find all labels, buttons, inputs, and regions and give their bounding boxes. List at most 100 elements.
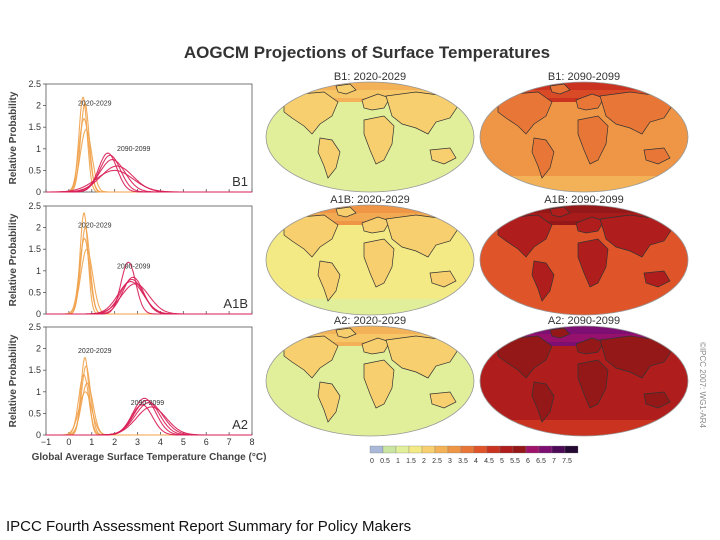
curve-annotation: 2090-2099: [131, 400, 165, 407]
y-axis-label: Relative Probability: [8, 213, 19, 306]
colorbar-tick-label: 6: [526, 458, 530, 465]
scenario-label: A2: [232, 417, 248, 432]
continent-shape: [643, 147, 671, 165]
scenario-label: B1: [232, 174, 248, 189]
map-title: A1B: 2090-2099: [544, 194, 624, 206]
continent-shape: [317, 260, 341, 302]
continent-shape: [577, 359, 609, 409]
y-tick-label: 1.5: [28, 122, 41, 132]
colorbar-swatch: [434, 445, 449, 454]
y-axis-label: Relative Probability: [8, 91, 19, 184]
map-title: A2: 2020-2029: [334, 315, 406, 327]
map-title: A1B: 2020-2029: [330, 194, 410, 206]
arctic-transition: [266, 213, 474, 221]
continent-shape: [429, 147, 457, 165]
y-tick-label: 2.5: [28, 322, 41, 332]
continent-shape: [363, 238, 395, 288]
series-line-2090-2099: [46, 278, 252, 315]
continent-shape: [361, 337, 391, 355]
colorbar-tick-label: 7.5: [562, 458, 572, 465]
continent-shape: [575, 337, 605, 355]
map-outline: [265, 204, 475, 316]
y-tick-label: 1.5: [28, 365, 41, 375]
map-body: [480, 205, 688, 315]
y-tick-label: 2: [36, 101, 41, 111]
map-title: B1: 2090-2099: [548, 71, 620, 83]
x-tick-label: 5: [181, 437, 186, 447]
map-title: B1: 2020-2029: [334, 71, 406, 83]
arctic-transition: [266, 334, 474, 342]
curve-annotation: 2020-2029: [78, 348, 112, 355]
continent-shape: [643, 391, 671, 409]
caption: IPCC Fourth Assessment Report Summary fo…: [6, 518, 412, 535]
map-outline: [479, 325, 689, 437]
y-tick-label: 0: [36, 187, 41, 197]
colorbar-tick-label: 7: [552, 458, 556, 465]
colorbar-tick-label: 0: [370, 458, 374, 465]
y-tick-label: 1: [36, 387, 41, 397]
map-outline: [265, 325, 475, 437]
map-body: [266, 205, 474, 315]
colorbar-swatch: [486, 445, 501, 454]
colorbar-tick-label: 4: [474, 458, 478, 465]
colorbar-tick-label: 4.5: [484, 458, 494, 465]
colorbar-swatch: [551, 445, 566, 454]
colorbar-tick-label: 1.5: [406, 458, 416, 465]
continent-shape: [317, 137, 341, 179]
colorbar-swatch: [473, 445, 488, 454]
colorbar-swatch: [408, 445, 423, 454]
x-tick-label: 2: [112, 437, 117, 447]
credit-text: ©IPCC 2007: WG1-AR4: [698, 342, 707, 428]
curve-annotation: 2020-2029: [78, 101, 112, 108]
x-tick-label: −1: [41, 437, 51, 447]
arctic-transition: [480, 213, 688, 221]
continent-shape: [531, 137, 555, 179]
continent-shape: [531, 260, 555, 302]
map-body: [480, 326, 688, 436]
continent-shape: [549, 83, 571, 95]
dist-panel-a1b: 0 0.5 1 1.5 2 2.5 Relative Probability 2020-202…: [8, 201, 253, 319]
map-body: [266, 326, 474, 436]
y-tick-label: 2: [36, 223, 41, 233]
map-body: [480, 82, 688, 192]
y-tick-label: 0: [36, 309, 41, 319]
dist-panel-b1: 0 0.5 1 1.5 2 2.5 Relative Probability 2020-202…: [8, 79, 253, 197]
continent-shape: [497, 214, 553, 258]
arctic-transition: [266, 90, 474, 98]
continent-shape: [577, 115, 609, 165]
y-tick-label: 0.5: [28, 165, 41, 175]
continent-shape: [575, 216, 605, 234]
y-tick-label: 1: [36, 266, 41, 276]
map-outline: [479, 81, 689, 193]
colorbar-swatch: [382, 445, 397, 454]
y-tick-label: 1: [36, 144, 41, 154]
map-body: [266, 82, 474, 192]
continent-shape: [429, 270, 457, 288]
y-axis-label: Relative Probability: [8, 334, 19, 427]
continent-shape: [283, 214, 339, 258]
x-tick-label: 1: [89, 437, 94, 447]
map-panel: [479, 325, 689, 437]
scenario-label: A1B: [223, 296, 248, 311]
colorbar-swatch: [395, 445, 410, 454]
x-tick-label: 4: [158, 437, 163, 447]
x-axis-label: Global Average Surface Temperature Chang…: [32, 452, 267, 463]
continent-shape: [497, 335, 553, 379]
continent-shape: [549, 327, 571, 339]
continent-shape: [283, 91, 339, 135]
dist-panel-a2: 0 0.5 1 1.5 2 2.5 Relative Probability 2020-202…: [8, 322, 266, 463]
colorbar-swatch: [512, 445, 527, 454]
colorbar-tick-label: 6.5: [536, 458, 546, 465]
curve-annotation: 2090-2099: [117, 264, 151, 271]
map-title: A2: 2090-2099: [548, 315, 620, 327]
x-tick-label: 3: [135, 437, 140, 447]
colorbar-swatch: [564, 445, 579, 454]
map-panel: [265, 204, 475, 316]
continent-shape: [497, 91, 553, 135]
antarctic-band: [266, 176, 474, 192]
map-outline: [479, 204, 689, 316]
colorbar-swatch: [447, 445, 462, 454]
y-tick-label: 1.5: [28, 244, 41, 254]
colorbar-tick-label: 3: [448, 458, 452, 465]
